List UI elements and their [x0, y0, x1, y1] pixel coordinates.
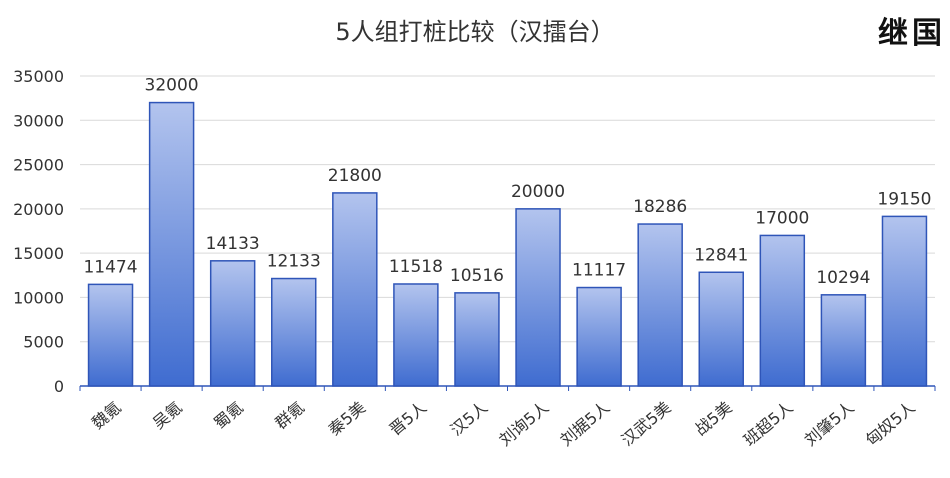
x-tick-label: 汉5人 [447, 398, 492, 440]
y-tick-label: 20000 [13, 200, 64, 219]
x-tick-label: 群氪 [271, 398, 308, 433]
x-tick-label: 战5美 [691, 398, 736, 440]
y-tick-label: 35000 [13, 67, 64, 86]
bar [881, 215, 928, 387]
bar [576, 286, 622, 387]
data-label: 18286 [633, 197, 687, 217]
x-tick-label: 晋5人 [386, 398, 431, 440]
data-label: 21800 [328, 166, 382, 186]
bars [87, 101, 928, 387]
x-tick-label: 吴氪 [149, 398, 186, 433]
data-label: 12841 [694, 245, 748, 265]
bar [698, 271, 744, 387]
bar [454, 292, 500, 387]
x-tick-label: 匈奴5人 [862, 398, 919, 450]
bar [332, 192, 378, 387]
bar [148, 101, 195, 387]
y-tick-label: 25000 [13, 156, 64, 175]
y-tick-label: 0 [54, 377, 64, 396]
x-tick-label: 刘肇5人 [801, 398, 858, 450]
x-tick-label: 蜀氪 [210, 398, 247, 433]
data-label: 14133 [206, 234, 260, 254]
data-label: 11518 [389, 257, 443, 277]
data-label: 11117 [572, 261, 626, 281]
data-label: 10294 [816, 268, 870, 288]
data-label: 11474 [83, 257, 137, 277]
x-tick-label: 魏氪 [88, 398, 125, 433]
x-tick-label: 汉武5美 [618, 398, 675, 450]
logo-text: 继国 [878, 16, 946, 51]
data-label: 12133 [267, 252, 321, 272]
x-tick-label: 刘询5人 [496, 398, 553, 450]
data-labels: 11474 32000 14133 12133 21800 11518 10516 20000… [83, 76, 931, 288]
y-tick-label: 30000 [13, 111, 64, 130]
bar [271, 277, 317, 387]
data-label: 19150 [877, 189, 931, 209]
bar [759, 234, 806, 387]
bar [87, 283, 134, 387]
bar [637, 223, 683, 387]
y-tick-label: 15000 [13, 244, 64, 263]
y-tick-label: 5000 [23, 333, 64, 352]
chart-title: 5人组打桩比较（汉擂台） [335, 18, 615, 46]
x-tick-label: 班超5人 [740, 398, 797, 450]
data-label: 20000 [511, 182, 565, 202]
bar [820, 294, 867, 387]
data-label: 17000 [755, 208, 809, 228]
bar [393, 283, 439, 387]
data-label: 10516 [450, 266, 504, 286]
bar [209, 260, 256, 387]
x-tick-label: 秦5美 [325, 398, 370, 440]
data-label: 32000 [145, 76, 199, 96]
x-tick-label: 刘据5人 [557, 398, 614, 450]
bar [515, 208, 561, 387]
y-tick-label: 10000 [13, 288, 64, 307]
